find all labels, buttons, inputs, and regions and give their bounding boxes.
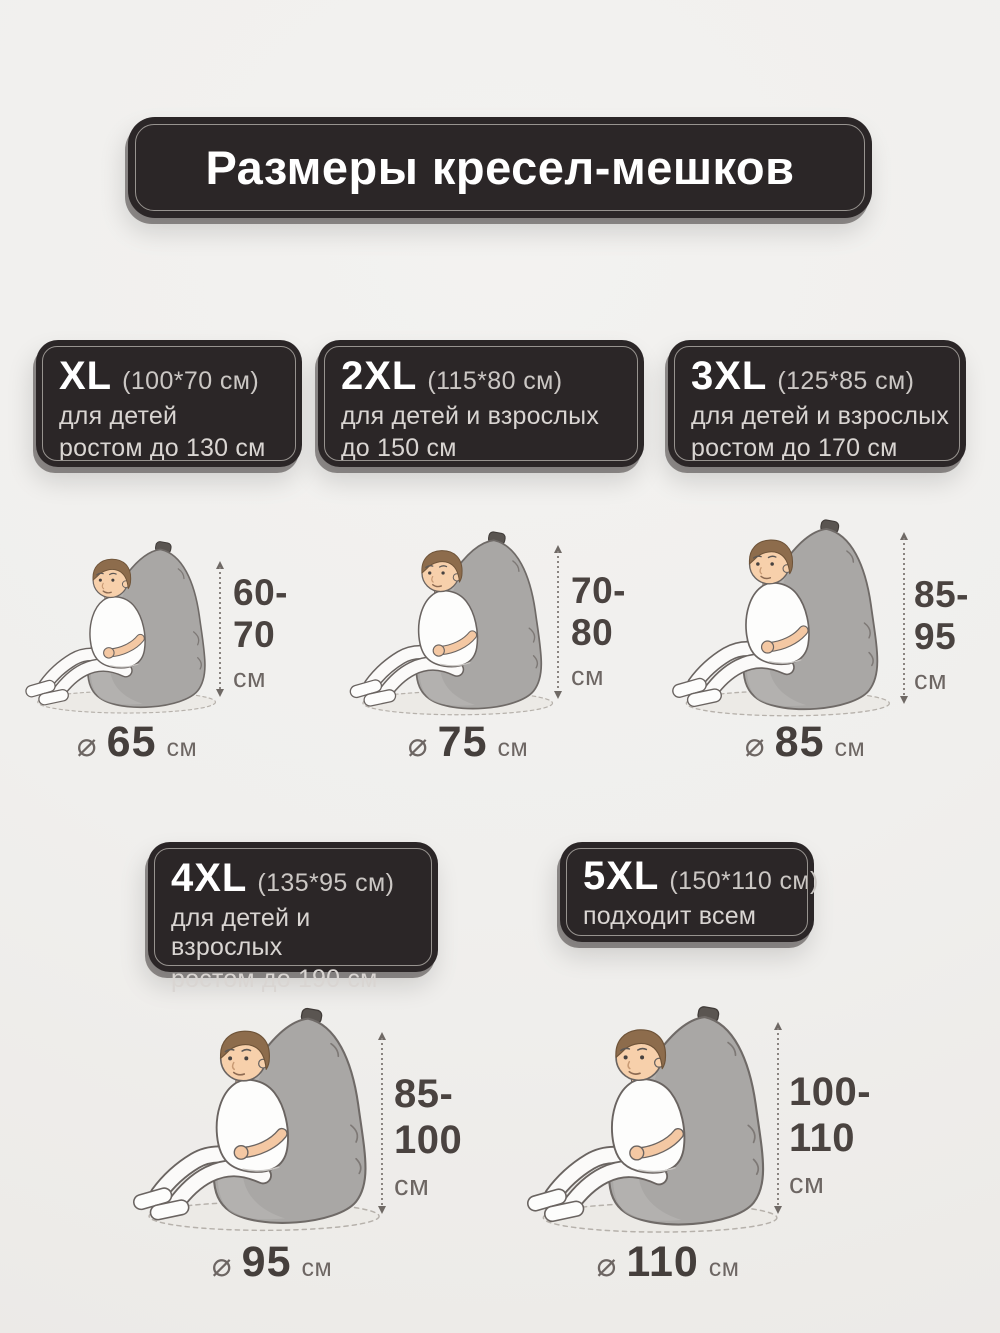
size-card-xl: XL (100*70 см) для детей ростом до 130 с… [36,340,302,467]
diameter-label-3xl: ⌀ 85 см [705,718,905,767]
seat-height-to: 80 [571,612,614,654]
audience-line-2: ростом до 190 см [171,965,378,993]
size-card-5xl: 5XL (150*110 см) подходит всем [560,842,818,942]
diameter-value: 95 [241,1238,292,1286]
seat-height-unit: см [789,1168,825,1201]
bean-bag-illustration-4xl [126,1004,398,1234]
size-card-heading: 2XL (115*80 см) [341,354,628,399]
height-measure-arrow [377,1032,386,1214]
size-card-2xl: 2XL (115*80 см) для детей и взрослых до … [318,340,644,467]
size-dimensions: (125*85 см) [777,367,915,395]
size-card-heading: XL (100*70 см) [59,354,286,399]
diameter-symbol-icon: ⌀ [744,725,765,764]
audience-line-1: для детей и взрослых [341,402,600,430]
diameter-label-4xl: ⌀ 95 см [172,1238,372,1287]
audience-line-1: для детей и взрослых [691,402,950,430]
height-measure-arrow [553,545,562,699]
diameter-value: 75 [437,718,488,766]
diameter-label-5xl: ⌀ 110 см [568,1238,768,1287]
diameter-symbol-icon: ⌀ [211,1245,232,1284]
title-banner: Размеры кресел-мешков [128,117,872,218]
size-card-3xl: 3XL (125*85 см) для детей и взрослых рос… [668,340,966,467]
page-title: Размеры кресел-мешков [205,141,795,194]
size-label: 3XL [691,354,768,398]
seat-height-unit: см [571,661,605,692]
size-card-heading: 4XL (135*95 см) [171,856,422,901]
diameter-label-xl: ⌀ 65 см [37,718,237,767]
bean-bag-illustration-2xl [344,528,568,718]
seat-height-unit: см [914,665,948,696]
diameter-unit: см [301,1254,333,1282]
bean-bag-illustration-5xl [520,1002,796,1236]
size-card-4xl: 4XL (135*95 см) для детей и взрослых рос… [148,842,438,993]
size-label: 4XL [171,856,248,900]
seat-height-to: 70 [233,614,276,656]
bean-bag-illustration-3xl [666,516,906,719]
seat-height-to: 100 [394,1117,463,1162]
diameter-symbol-icon: ⌀ [596,1245,617,1284]
diameter-value: 110 [626,1238,699,1286]
diameter-unit: см [166,734,198,762]
audience-line-2: ростом до 130 см [59,434,266,462]
size-card-heading: 5XL (150*110 см) [583,854,818,899]
seat-height-to: 110 [789,1115,856,1160]
diameter-symbol-icon: ⌀ [76,725,97,764]
seat-height-label-4xl: 85- 100 см [394,1072,462,1203]
size-dimensions: (115*80 см) [427,367,563,395]
seat-height-from: 60- [233,572,288,613]
size-dimensions: (135*95 см) [257,869,395,897]
seat-height-from: 70- [571,570,626,611]
audience-line-2: ростом до 170 см [691,434,898,462]
height-measure-arrow [899,532,908,704]
audience-line-1: для детей [59,402,178,430]
height-measure-arrow [773,1022,782,1214]
seat-height-label-3xl: 85- 95 см [914,574,969,696]
diameter-value: 85 [774,718,825,766]
seat-height-from: 100- [789,1070,872,1114]
seat-height-to: 95 [914,616,957,658]
height-measure-arrow [215,561,224,697]
diameter-label-2xl: ⌀ 75 см [368,718,568,767]
diameter-value: 65 [106,718,157,766]
diameter-symbol-icon: ⌀ [407,725,428,764]
seat-height-label-5xl: 100- 110 см [789,1070,871,1201]
diameter-unit: см [708,1254,740,1282]
seat-height-from: 85- [394,1072,454,1116]
size-label: 2XL [341,354,418,398]
size-label: XL [59,354,113,398]
audience-line-1: для детей и взрослых [171,904,311,961]
seat-height-unit: см [233,663,267,694]
audience-line-2: до 150 см [341,434,457,462]
seat-height-label-xl: 60- 70 см [233,572,288,694]
size-dimensions: (150*110 см) [669,867,819,895]
bean-bag-illustration-xl [20,538,230,716]
size-label: 5XL [583,854,660,898]
size-card-heading: 3XL (125*85 см) [691,354,950,399]
diameter-unit: см [497,734,529,762]
diameter-unit: см [834,734,866,762]
audience-line-1: подходит всем [583,902,757,930]
seat-height-unit: см [394,1170,430,1203]
size-dimensions: (100*70 см) [122,367,260,395]
seat-height-from: 85- [914,574,969,615]
seat-height-label-2xl: 70- 80 см [571,570,626,692]
